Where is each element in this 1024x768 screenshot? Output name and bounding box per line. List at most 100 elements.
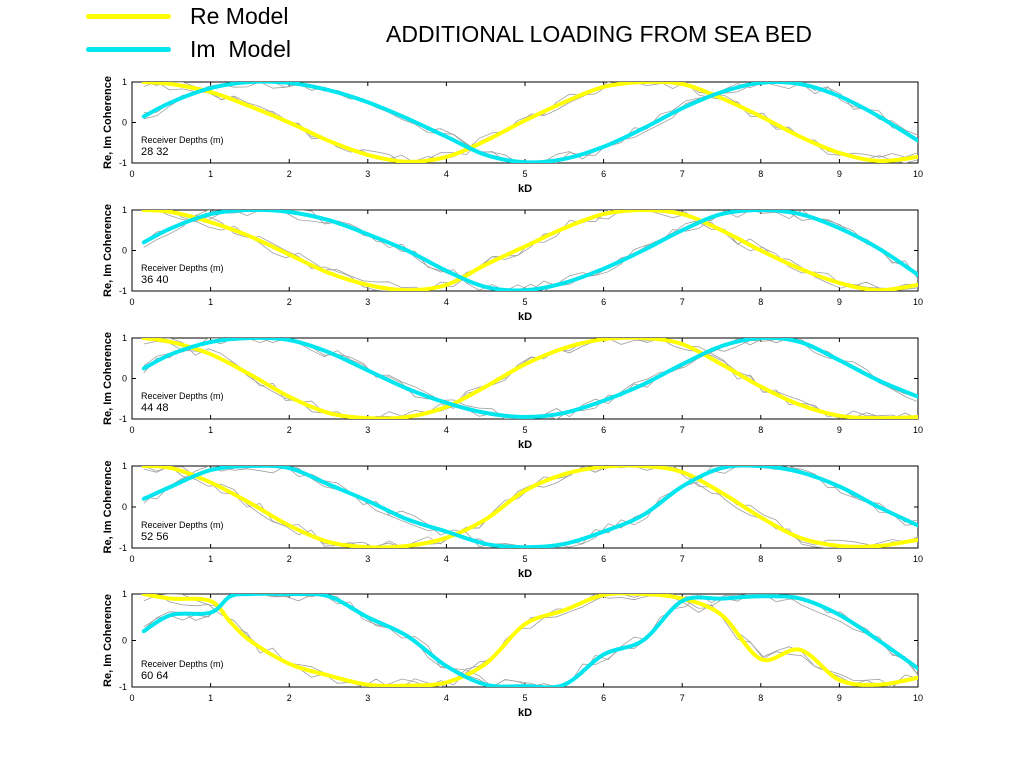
x-tick-label: 6	[601, 297, 606, 307]
im-model-swatch	[86, 47, 171, 52]
y-axis-label: Re, Im Coherence	[102, 461, 114, 554]
measured-trace	[143, 210, 918, 291]
re-model-swatch	[86, 14, 171, 19]
y-tick-label: 0	[122, 374, 127, 384]
x-tick-label: 2	[287, 169, 292, 179]
page-title: ADDITIONAL LOADING FROM SEA BED	[386, 21, 813, 47]
receiver-depths-label: Receiver Depths (m)	[141, 135, 224, 145]
y-axis-label: Re, Im Coherence	[102, 204, 114, 297]
x-tick-label: 1	[208, 554, 213, 564]
im-model-line	[141, 594, 918, 687]
y-tick-label: 0	[122, 636, 127, 646]
measured-trace	[143, 82, 918, 163]
x-tick-label: 4	[444, 169, 449, 179]
x-tick-label: 8	[758, 169, 763, 179]
x-tick-label: 1	[208, 425, 213, 435]
x-tick-label: 6	[601, 554, 606, 564]
y-tick-label: 0	[122, 246, 127, 256]
x-tick-label: 2	[287, 554, 292, 564]
measured-trace	[143, 338, 918, 419]
y-tick-label: -1	[119, 682, 127, 692]
x-tick-label: 4	[444, 425, 449, 435]
x-tick-label: 7	[680, 425, 685, 435]
measured-trace	[143, 466, 918, 548]
x-tick-label: 0	[129, 425, 134, 435]
x-tick-label: 5	[522, 425, 527, 435]
re-model-line	[141, 210, 918, 291]
x-tick-label: 5	[522, 297, 527, 307]
x-tick-label: 5	[522, 169, 527, 179]
im-model-line	[141, 338, 918, 419]
x-tick-label: 3	[365, 425, 370, 435]
y-tick-label: 0	[122, 118, 127, 128]
legend: Re Model Im Model	[84, 0, 344, 64]
y-tick-label: -1	[119, 286, 127, 296]
x-axis-label: kD	[518, 439, 532, 451]
x-tick-label: 0	[129, 554, 134, 564]
legend-item-re-model: Re Model	[84, 2, 344, 30]
receiver-depths-label: Receiver Depths (m)	[141, 520, 224, 530]
x-tick-label: 3	[365, 169, 370, 179]
y-tick-label: 0	[122, 502, 127, 512]
x-tick-label: 7	[680, 554, 685, 564]
re-model-label: Re Model	[190, 3, 289, 29]
re-model-line	[141, 466, 918, 548]
x-tick-label: 9	[837, 693, 842, 703]
x-tick-label: 4	[444, 297, 449, 307]
x-tick-label: 9	[837, 297, 842, 307]
x-tick-label: 7	[680, 297, 685, 307]
x-tick-label: 8	[758, 693, 763, 703]
im-model-line	[141, 82, 918, 163]
im-model-line	[141, 210, 918, 291]
x-tick-label: 0	[129, 297, 134, 307]
x-tick-label: 2	[287, 693, 292, 703]
x-tick-label: 6	[601, 693, 606, 703]
x-tick-label: 10	[913, 425, 923, 435]
y-axis-label: Re, Im Coherence	[102, 594, 114, 687]
x-tick-label: 1	[208, 169, 213, 179]
x-tick-label: 7	[680, 693, 685, 703]
x-tick-label: 8	[758, 554, 763, 564]
plot-frame	[131, 465, 919, 549]
x-tick-label: 5	[522, 693, 527, 703]
measured-trace	[143, 594, 918, 687]
x-tick-label: 10	[913, 297, 923, 307]
plot-area	[141, 210, 918, 291]
x-tick-label: 4	[444, 693, 449, 703]
x-tick-label: 6	[601, 425, 606, 435]
x-axis-label: kD	[518, 183, 532, 195]
re-model-line	[141, 82, 918, 163]
x-tick-label: 9	[837, 425, 842, 435]
x-tick-label: 5	[522, 554, 527, 564]
x-axis-label: kD	[518, 568, 532, 580]
plot-area	[141, 466, 918, 548]
x-tick-label: 2	[287, 297, 292, 307]
y-tick-label: 1	[122, 77, 127, 87]
im-model-label: Im Model	[190, 36, 291, 62]
x-tick-label: 1	[208, 297, 213, 307]
x-tick-label: 0	[129, 169, 134, 179]
x-tick-label: 8	[758, 425, 763, 435]
y-tick-label: -1	[119, 543, 127, 553]
y-tick-label: 1	[122, 589, 127, 599]
x-tick-label: 10	[913, 693, 923, 703]
legend-item-im-model: Im Model	[84, 35, 344, 63]
receiver-depths-value: 28 32	[141, 146, 169, 158]
plot-frame	[131, 593, 919, 688]
y-tick-label: 1	[122, 205, 127, 215]
x-tick-label: 3	[365, 554, 370, 564]
receiver-depths-label: Receiver Depths (m)	[141, 391, 224, 401]
receiver-depths-label: Receiver Depths (m)	[141, 263, 224, 273]
receiver-depths-label: Receiver Depths (m)	[141, 659, 224, 669]
plot-area	[141, 82, 918, 163]
plot-area	[141, 594, 918, 687]
plot-area	[141, 338, 918, 419]
x-axis-label: kD	[518, 311, 532, 323]
x-tick-label: 9	[837, 169, 842, 179]
measured-trace	[143, 338, 918, 419]
